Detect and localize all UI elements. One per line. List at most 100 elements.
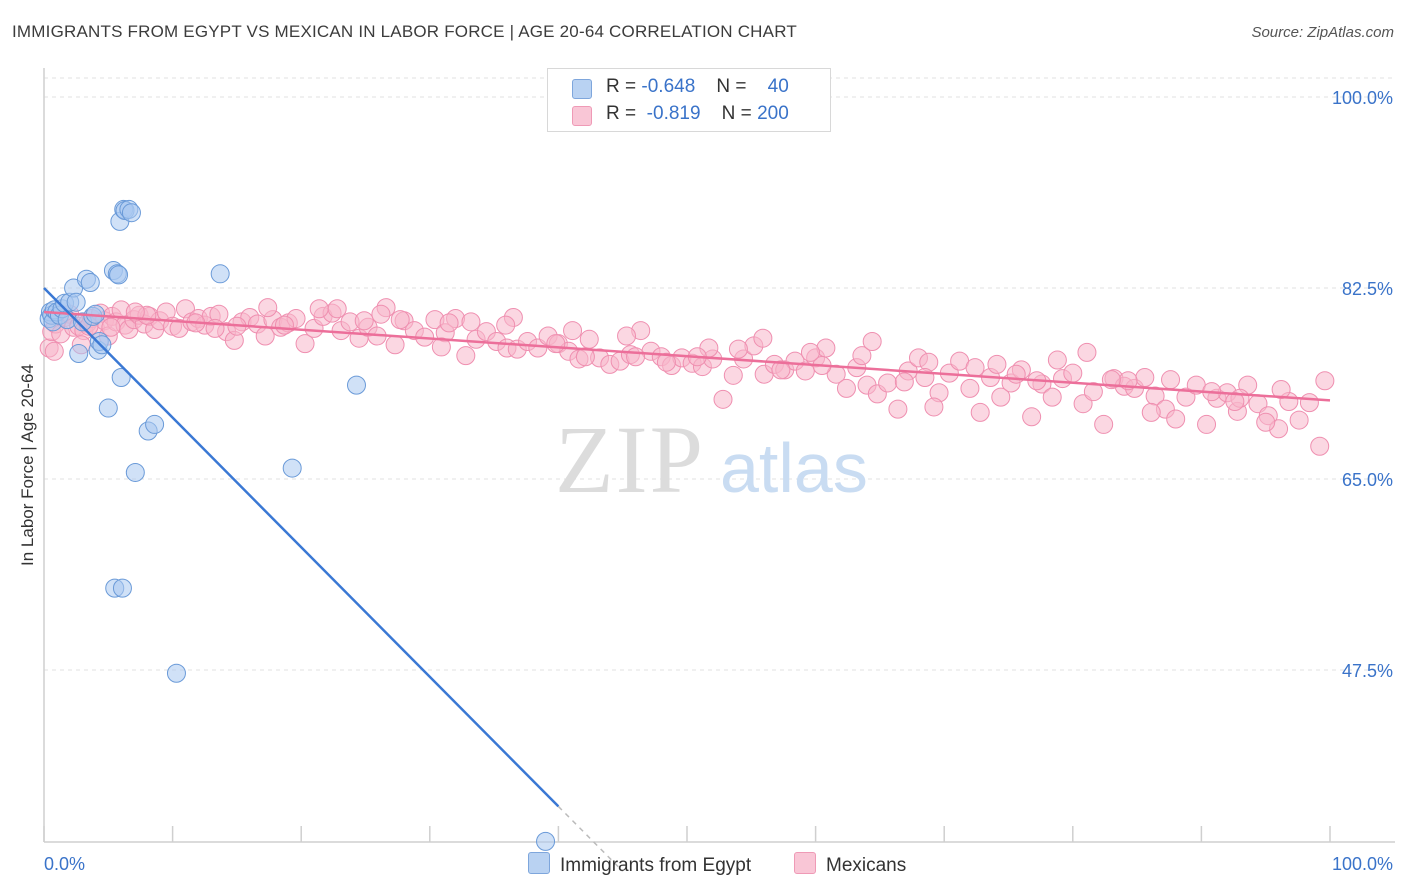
egypt-point <box>125 462 145 482</box>
mexicans-point <box>309 299 329 319</box>
egypt-point <box>69 343 89 363</box>
mexicans-point <box>1225 392 1245 412</box>
bottom-legend-egypt: Immigrants from Egypt <box>528 852 751 877</box>
mexicans-point <box>1315 371 1335 391</box>
mexicans-point <box>960 378 980 398</box>
legend-n-value-egypt: 40 <box>767 76 789 97</box>
watermark-zip: ZIP <box>555 406 705 513</box>
mexicans-point <box>991 387 1011 407</box>
mexicans-point <box>274 315 294 335</box>
mexicans-point <box>354 311 374 331</box>
mexicans-point <box>456 346 476 366</box>
mexicans-point <box>1161 370 1181 390</box>
legend-r-value-egypt: -0.648 <box>641 76 696 97</box>
egypt-point <box>145 414 165 434</box>
chart-source: Source: ZipAtlas.com <box>1251 24 1394 41</box>
mexicans-point <box>836 378 856 398</box>
mexicans-point <box>800 342 820 362</box>
mexicans-point <box>924 397 944 417</box>
y-tick-label: 82.5% <box>1342 279 1393 299</box>
mexicans-point <box>1166 409 1186 429</box>
mexicans-point <box>1197 414 1217 434</box>
mexicans-point <box>723 365 743 385</box>
egypt-point <box>98 398 118 418</box>
x-tick-label-max: 100.0% <box>1332 854 1393 874</box>
mexicans-point <box>771 360 791 380</box>
mexicans-point <box>1083 382 1103 402</box>
egypt-point <box>210 264 230 284</box>
mexicans-point <box>295 334 315 354</box>
egypt-point <box>109 265 129 285</box>
mexicans-point <box>44 341 64 361</box>
y-tick-label: 100.0% <box>1332 88 1393 108</box>
mexicans-point <box>575 347 595 367</box>
mexicans-point <box>439 313 459 333</box>
mexicans-point <box>563 321 583 341</box>
bottom-legend-swatch-egypt <box>528 852 550 874</box>
mexicans-point <box>894 372 914 392</box>
mexicans-point <box>258 298 278 318</box>
mexicans-point <box>1047 350 1067 370</box>
mexicans-point <box>101 317 121 337</box>
mexicans-point <box>656 352 676 372</box>
legend-r-label: R = <box>606 76 637 97</box>
mexicans-point <box>461 312 481 332</box>
bottom-legend-label-egypt: Immigrants from Egypt <box>560 855 752 876</box>
mexicans-point <box>431 337 451 357</box>
egypt-point <box>121 203 141 223</box>
mexicans-point <box>1135 367 1155 387</box>
legend-r-value-mexicans: -0.819 <box>646 103 701 124</box>
mexicans-point <box>371 304 391 324</box>
correlation-legend: R = -0.648 N = 40 R = -0.819 N = 200 <box>547 68 831 132</box>
mexicans-point <box>1310 436 1330 456</box>
mexicans-point <box>1094 414 1114 434</box>
mexicans-point <box>579 329 599 349</box>
mexicans-point <box>1063 363 1083 383</box>
mexicans-point <box>753 328 773 348</box>
mexicans-point <box>1042 387 1062 407</box>
egypt-point <box>111 367 131 387</box>
egypt-point <box>112 578 132 598</box>
trend-line-egypt <box>43 287 560 808</box>
mexicans-point <box>878 373 898 393</box>
mexicans-point <box>205 318 225 338</box>
mexicans-point <box>327 299 347 319</box>
legend-n-label: N = <box>716 76 747 97</box>
legend-swatch-egypt <box>572 79 592 99</box>
mexicans-point <box>1077 342 1097 362</box>
legend-n-label: N = <box>721 103 752 124</box>
x-tick-label-min: 0.0% <box>44 854 85 874</box>
mexicans-point <box>888 399 908 419</box>
mexicans-point <box>862 331 882 351</box>
mexicans-point <box>1022 407 1042 427</box>
bottom-legend-label-mexicans: Mexicans <box>826 855 907 876</box>
bottom-legend-mexicans: Mexicans <box>794 852 906 877</box>
y-tick-label: 47.5% <box>1342 661 1393 681</box>
legend-r-label: R = <box>606 103 637 124</box>
mexicans-point <box>1141 402 1161 422</box>
legend-n-value-mexicans: 200 <box>757 103 789 124</box>
mexicans-point <box>987 354 1007 374</box>
mexicans-point <box>617 326 637 346</box>
mexicans-point <box>965 358 985 378</box>
egypt-point <box>80 273 100 293</box>
mexicans-point <box>1299 393 1319 413</box>
y-axis-label: In Labor Force | Age 20-64 <box>18 364 37 566</box>
chart-title: IMMIGRANTS FROM EGYPT VS MEXICAN IN LABO… <box>12 22 797 41</box>
mexicans-point <box>1289 410 1309 430</box>
y-tick-label: 65.0% <box>1342 470 1393 490</box>
series-egypt <box>39 199 556 851</box>
mexicans-point <box>970 402 990 422</box>
egypt-point <box>346 375 366 395</box>
mexicans-point <box>1256 412 1276 432</box>
trend-line-mexicans <box>43 310 1331 402</box>
egypt-point <box>66 292 86 312</box>
egypt-point <box>536 831 556 851</box>
mexicans-point <box>496 315 516 335</box>
mexicans-point <box>626 347 646 367</box>
mexicans-point <box>385 335 405 355</box>
mexicans-point <box>390 310 410 330</box>
mexicans-point <box>546 334 566 354</box>
egypt-point <box>166 663 186 683</box>
